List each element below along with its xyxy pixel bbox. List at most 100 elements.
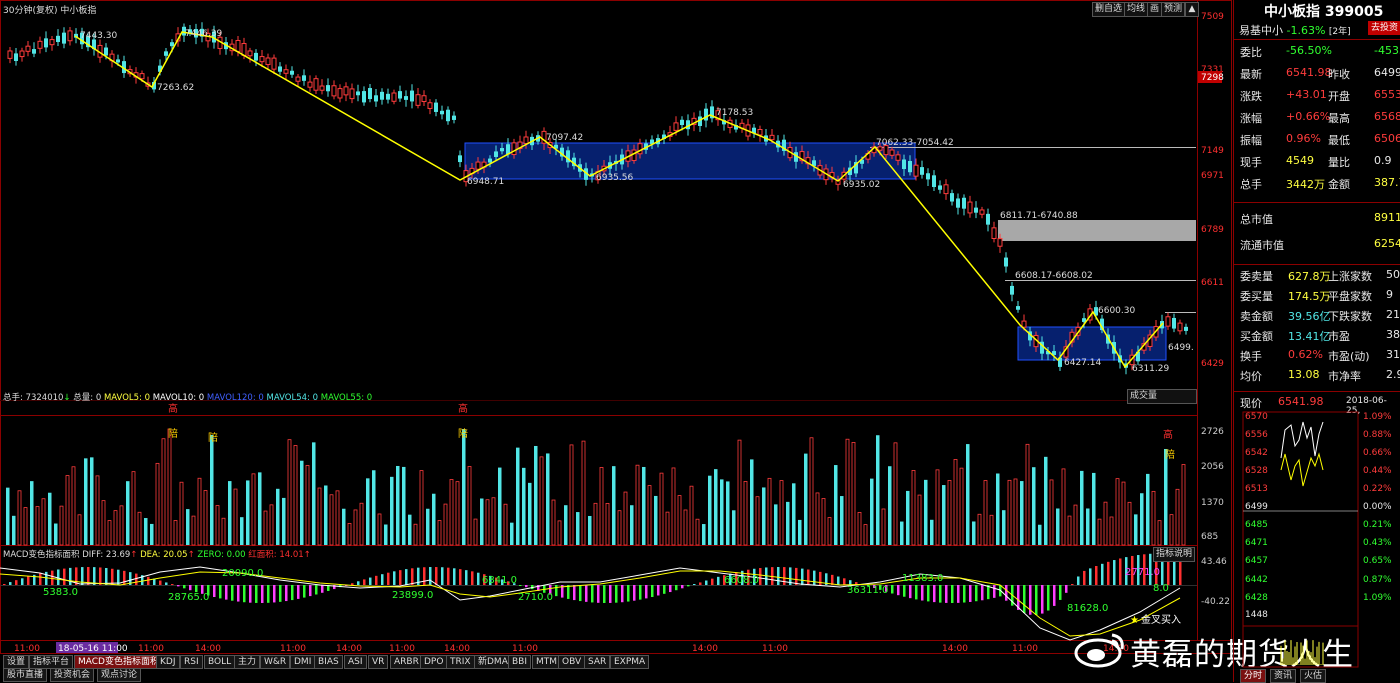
volume-bar [246, 480, 250, 545]
indicator-tab[interactable]: BBI [508, 655, 532, 669]
indicator-tab[interactable]: BIAS [314, 655, 343, 669]
indicator-tab[interactable]: VR [368, 655, 389, 669]
macd-bar [1137, 555, 1140, 585]
macd-bar [309, 585, 312, 597]
macd-tick: -40.22 [1201, 597, 1230, 607]
price-tick: 6789 [1201, 225, 1224, 235]
macd-bar [435, 567, 438, 585]
mini-intraday-chart[interactable]: 6570 6556 6542 6528 6513 6499 6485 6471 6457 6442… [1233, 410, 1400, 670]
indicator-tab[interactable]: DPO [420, 655, 448, 669]
macd-bar [723, 575, 726, 585]
indicator-tab[interactable]: OBV [558, 655, 586, 669]
quote-bottom-tab[interactable]: 火估 [1300, 669, 1327, 683]
gap-box [998, 220, 1196, 241]
volume-bar [1097, 518, 1102, 546]
forecast-button[interactable]: 预测 [1161, 2, 1186, 17]
annot-low6: 6311.29 [1132, 364, 1169, 374]
volume-bar [233, 488, 238, 546]
indicator-tab[interactable]: KDJ [156, 655, 180, 669]
volume-panel-button[interactable]: 成交量 [1127, 389, 1197, 404]
quote-v1: 0.96% [1286, 132, 1321, 145]
candle-body-down [1052, 351, 1056, 355]
macd-bar [1167, 553, 1170, 585]
macd-bar [1095, 566, 1098, 585]
indicator-tab[interactable]: ASI [344, 655, 367, 669]
volume-bar [654, 495, 658, 545]
indicator-tab[interactable]: EXPMA [610, 655, 650, 669]
candle-body-up [757, 129, 763, 136]
volume-bar [779, 480, 784, 546]
remove-watchlist-button[interactable]: 删自选 [1092, 2, 1126, 17]
volume-bar [413, 523, 418, 546]
weibo-logo-icon [1074, 633, 1124, 668]
quote-bottom-tab[interactable]: 分时 [1240, 669, 1267, 683]
candle-body-down [434, 102, 438, 112]
indicator-tab[interactable]: SAR [584, 655, 611, 669]
indicator-tab[interactable]: BOLL [204, 655, 236, 669]
macd-bar [1107, 561, 1110, 585]
quote-v2: 2.9 [1386, 368, 1400, 381]
volume-bars [6, 428, 1186, 546]
volume-bar [107, 520, 112, 546]
indicator-tab[interactable]: 设置 [3, 655, 30, 669]
vol-tick: 2726 [1201, 427, 1224, 437]
indicator-help-button[interactable]: 指标说明 [1153, 547, 1196, 562]
bottom-tab[interactable]: 观点讨论 [97, 668, 142, 682]
invest-button[interactable]: 去投资 [1368, 21, 1400, 35]
candle-body-up [313, 78, 319, 91]
macd-bar [1077, 576, 1080, 585]
volume-bar [804, 453, 808, 545]
macd-bar [699, 582, 702, 585]
indicator-tab[interactable]: 新DMA [474, 655, 512, 669]
chart-area[interactable]: 7443.30 7263.62 7446.39 6948.71 7097.42 … [0, 0, 1233, 682]
volume-bar [647, 485, 652, 546]
indicator-tab[interactable]: DMI [290, 655, 316, 669]
candle-body-down [74, 33, 78, 38]
volume-bar [695, 518, 700, 546]
macd-bar [231, 585, 234, 601]
macd-bar [519, 585, 522, 586]
macd-bar [1053, 585, 1056, 606]
draw-button[interactable]: 画 [1147, 2, 1163, 17]
candle-body-down [1010, 285, 1014, 295]
quote-l2: 最高 [1328, 112, 1350, 125]
indicator-tab[interactable]: MTM [532, 655, 562, 669]
volume-bar [473, 518, 478, 546]
macd-bar [171, 584, 174, 585]
candle-body-down [458, 155, 462, 163]
price-tick: 6611 [1201, 278, 1224, 288]
quote-bottom-tab[interactable]: 资讯 [1270, 669, 1297, 683]
volume-bar [6, 487, 10, 545]
macd-bar [831, 574, 834, 585]
ma-button[interactable]: 均线 [1124, 2, 1149, 17]
close-icon[interactable]: ▲ [1185, 2, 1199, 17]
volume-bar [312, 442, 316, 545]
quote-v2: 50 [1386, 268, 1400, 281]
kline-chart-svg[interactable]: 7443.30 7263.62 7446.39 6948.71 7097.42 … [0, 0, 1233, 682]
now-date: 2018-06-25, [1346, 396, 1387, 416]
bottom-tab[interactable]: 投资机会 [50, 668, 95, 682]
indicator-tab[interactable]: TRIX [446, 655, 475, 669]
bottom-tab[interactable]: 股市直播 [3, 668, 48, 682]
volume-bar [77, 514, 82, 546]
indicator-tab[interactable]: W&R [260, 655, 291, 669]
indicator-tab[interactable]: RSI [180, 655, 203, 669]
macd-bar [1047, 585, 1050, 611]
indicator-tab[interactable]: ARBR [390, 655, 423, 669]
indicator-tab[interactable]: MACD变色指标面积 [74, 655, 163, 669]
quote-l1: 均价 [1240, 370, 1262, 383]
quote-l2: 市盈(动) [1328, 350, 1370, 363]
quote-l1: 委买量 [1240, 290, 1273, 303]
macd-bar [705, 580, 708, 585]
legend-total: 总手: 7324010 [3, 393, 64, 403]
macd-bar [63, 568, 66, 585]
volume-bar [528, 482, 532, 545]
candle-body-up [421, 95, 427, 103]
indicator-tab[interactable]: 主力 [234, 655, 261, 669]
candle-body-down [722, 120, 726, 125]
indicator-tab[interactable]: 指标平台 [29, 655, 74, 669]
macd-bar [561, 585, 564, 598]
macd-bar [69, 567, 72, 585]
macd-bar [1119, 558, 1122, 585]
